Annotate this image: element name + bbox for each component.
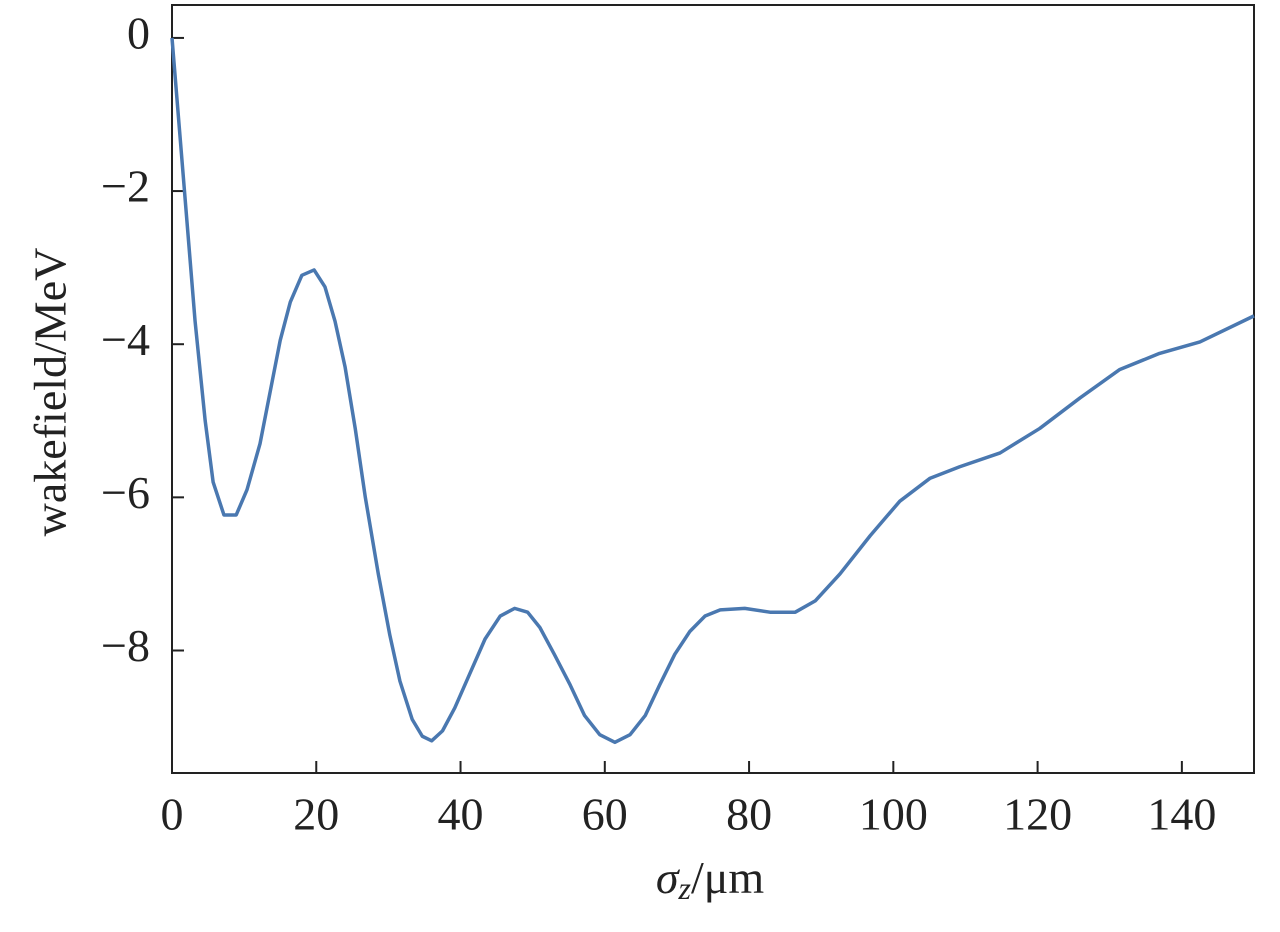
x-tick-label: 140 (1147, 789, 1216, 840)
x-label-symbol: σ (656, 852, 681, 903)
y-tick-label: −4 (101, 314, 150, 365)
x-tick-label: 60 (582, 789, 628, 840)
y-tick-label: −8 (101, 620, 150, 671)
y-axis-label: wakefield/MeV (25, 248, 76, 537)
data-line (170, 37, 1255, 745)
x-tick-label: 120 (1003, 789, 1072, 840)
y-tick-label: 0 (127, 7, 150, 58)
plot-frame (171, 4, 1255, 774)
x-tick-label: 100 (859, 789, 928, 840)
x-tick-label: 20 (293, 789, 339, 840)
x-tick-label: 80 (726, 789, 772, 840)
x-tick-label: 0 (161, 789, 184, 840)
y-tick-label: −6 (101, 467, 150, 518)
x-label-unit: /μm (691, 852, 764, 903)
x-tick-label: 40 (438, 789, 484, 840)
x-axis-label: σz/μm (656, 852, 765, 907)
x-label-subscript: z (678, 870, 692, 906)
y-tick-label: −2 (101, 161, 150, 212)
